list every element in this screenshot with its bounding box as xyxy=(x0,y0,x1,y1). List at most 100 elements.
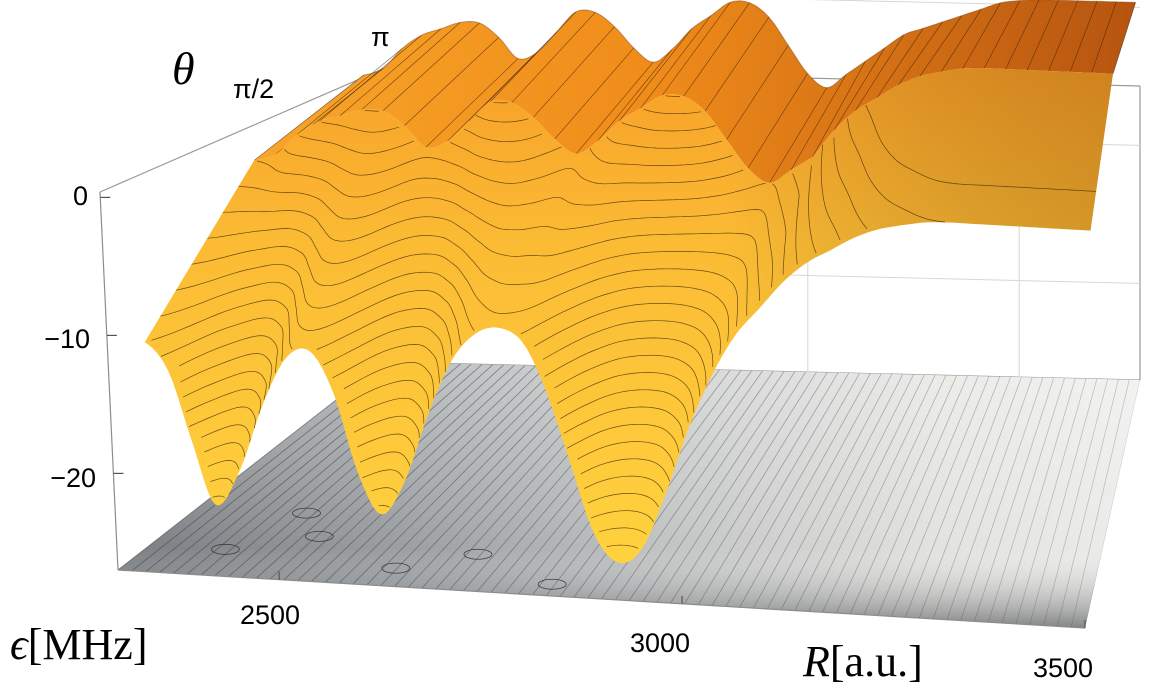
floor-contour-loop xyxy=(537,578,567,590)
floor-contour-line xyxy=(932,377,1022,620)
surface-contour-line xyxy=(683,2,750,97)
x-axis-symbol: R xyxy=(802,637,830,686)
surface-contour-line xyxy=(820,144,841,241)
theta-axis-label: θ xyxy=(172,43,195,94)
surface-contour-line xyxy=(318,35,422,122)
surface-contour-line xyxy=(257,160,766,207)
surface-contour-line xyxy=(847,118,945,223)
surface-contour-line xyxy=(346,379,429,410)
surface-contour-line xyxy=(475,114,529,123)
surface-contour-line xyxy=(772,183,787,275)
surface-contour-line xyxy=(1112,2,1136,74)
surface-contour-line xyxy=(919,15,963,77)
floor-contour-line xyxy=(822,374,936,613)
surface-contour-line xyxy=(210,477,234,485)
floor-contour-loop xyxy=(463,548,493,560)
surface-contour-line xyxy=(580,458,670,482)
surface-contour-line xyxy=(792,173,800,265)
surface-contour-line xyxy=(371,487,399,494)
surface-contour-line xyxy=(425,58,519,148)
surface-contour-line xyxy=(1091,1,1117,73)
floor-contour-line xyxy=(656,371,806,603)
surface-contour-line xyxy=(1026,0,1059,71)
surface-front-contours xyxy=(151,95,1097,549)
surface-contour-line xyxy=(207,228,748,316)
surface-contour-line xyxy=(362,469,404,479)
surface-contour-line xyxy=(606,136,722,149)
floor-contour-line xyxy=(780,374,904,610)
surface-contour-line xyxy=(222,210,761,301)
surface-contour-line xyxy=(180,353,273,389)
surface-contour-line xyxy=(726,45,789,140)
surface-contour-line xyxy=(404,37,499,126)
surface-contour-line xyxy=(584,475,664,493)
surface-contour-line xyxy=(378,505,390,508)
surface-contour-line xyxy=(833,137,868,230)
surface-contour-line xyxy=(204,442,246,457)
surface-contour-line xyxy=(284,149,744,185)
floor-contour-line xyxy=(946,377,1033,620)
floor-contour-line xyxy=(1001,378,1076,624)
floor-contour-line xyxy=(697,372,839,606)
floor-contour-line xyxy=(628,371,785,601)
surface-contour-line xyxy=(359,451,411,467)
floor-contour-line xyxy=(1070,379,1130,628)
axis-ticks xyxy=(100,196,1086,628)
surface-contour-line xyxy=(590,510,655,523)
surface-contour-line xyxy=(865,104,1097,192)
surface-contour-line xyxy=(554,354,701,397)
z-axis-label: ϵ[MHz] xyxy=(10,620,147,669)
surface-contour-line xyxy=(1005,0,1040,70)
surface-contour-line xyxy=(207,460,239,469)
surface-contour-line xyxy=(941,9,982,72)
surface-contour-line xyxy=(353,415,420,438)
z-tick-minus-10: −10 xyxy=(44,324,90,354)
floor-contour-line xyxy=(366,366,580,586)
surface-contour-line xyxy=(544,337,707,386)
surface-contour-line xyxy=(812,61,866,158)
z-tick-0: 0 xyxy=(73,181,88,211)
floor-contour-line xyxy=(794,374,914,611)
floor-contour-loop xyxy=(381,562,411,574)
surface-contour-line xyxy=(563,406,684,438)
surface-contour-line xyxy=(808,165,817,254)
surface-contour-line xyxy=(747,73,808,169)
floor-contour-loop xyxy=(292,507,321,519)
surface-contour-line xyxy=(643,108,701,115)
surface-contour-line xyxy=(493,101,508,104)
surface-contour-line xyxy=(621,122,716,132)
surface-contour-line xyxy=(464,128,542,143)
surface-contour-line xyxy=(962,2,1001,69)
floor-contour-line xyxy=(352,366,569,585)
surface-contour-line xyxy=(321,121,399,133)
x-tick-3000: 3000 xyxy=(630,628,690,658)
surface-contour-line xyxy=(191,246,739,327)
surface-contour-line xyxy=(833,47,885,131)
floor-contour-line xyxy=(684,372,828,605)
floor-contour-line xyxy=(670,372,817,604)
surface-contour-line xyxy=(533,26,615,118)
floor-contour-line xyxy=(987,378,1065,623)
floor-contour-line xyxy=(1029,378,1098,625)
surface-contour-line xyxy=(296,48,403,135)
surface-contour-line xyxy=(704,17,770,112)
surface-contour-line xyxy=(238,185,774,288)
floor-contour-line xyxy=(835,375,947,614)
surface-contour-line xyxy=(618,28,692,122)
floor-contour-line xyxy=(642,371,796,602)
x-axis-unit: [a.u.] xyxy=(830,637,923,686)
floor-contour-line xyxy=(849,375,958,615)
surface-contour-line xyxy=(665,95,680,97)
surface-contour-line xyxy=(520,285,730,342)
surface-front-shade xyxy=(144,68,1113,564)
floor-contour-line xyxy=(753,373,882,609)
floor-contour-line xyxy=(974,377,1055,622)
surface-back-contours xyxy=(253,0,1136,184)
surface-contour-line xyxy=(898,21,943,86)
surface-contour-line xyxy=(253,74,364,161)
surface-contour-line xyxy=(790,74,847,171)
x-tick-2500: 2500 xyxy=(240,600,300,630)
x-tick-3500: 3500 xyxy=(1033,653,1093,683)
floor-contour-line xyxy=(1043,379,1109,626)
